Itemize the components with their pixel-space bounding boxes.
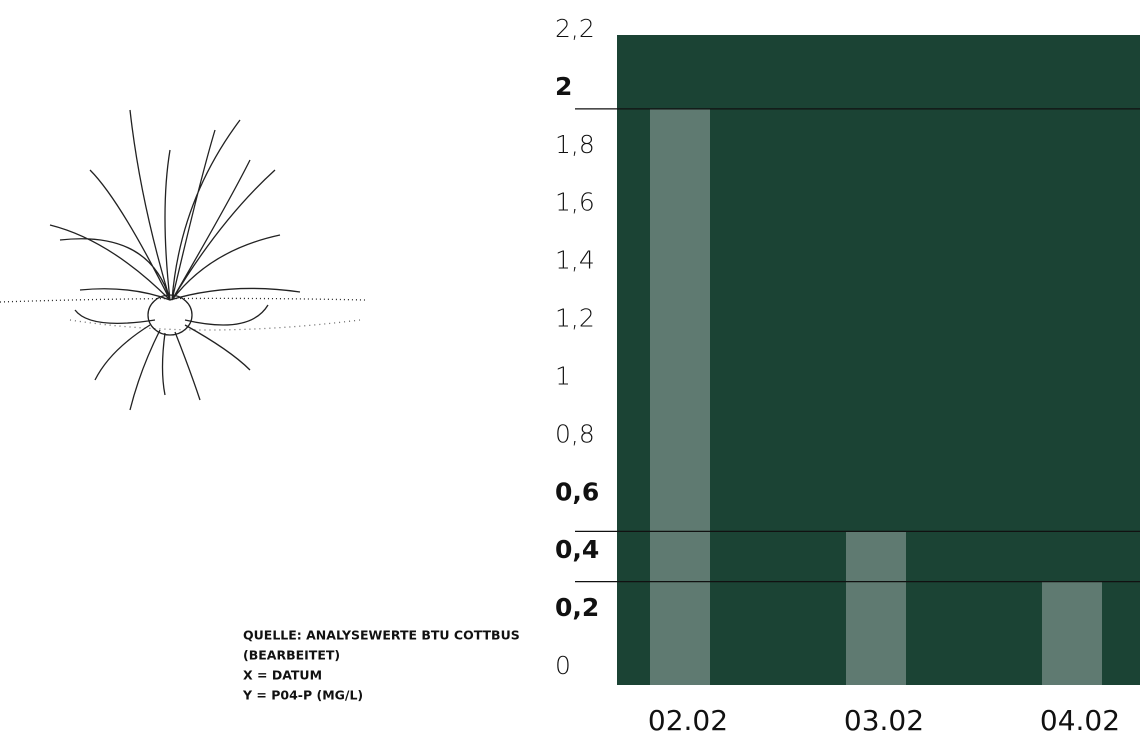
y-tick-label: 1	[555, 361, 571, 390]
y-tick-label: 0	[555, 651, 571, 680]
note-line: QUELLE: ANALYSEWERTE BTU COTTBUS	[243, 628, 520, 643]
x-tick-label: 02.02	[648, 704, 728, 737]
y-tick-label: 1,6	[555, 188, 595, 217]
y-tick-label: 0,2	[555, 593, 599, 622]
y-tick-label: 1,4	[555, 246, 595, 275]
x-tick-label: 04.02	[1040, 704, 1120, 737]
y-tick-label: 0,4	[555, 535, 599, 564]
y-tick-label: 1,2	[555, 304, 595, 333]
bar	[1042, 581, 1102, 685]
y-tick-label: 1,8	[555, 130, 595, 159]
x-tick-label: 03.02	[844, 704, 924, 737]
note-line: Y = P04-P (MG/L)	[242, 688, 363, 703]
note-line: (BEARBEITET)	[243, 648, 340, 663]
source-note: QUELLE: ANALYSEWERTE BTU COTTBUS (BEARBEI…	[242, 628, 520, 703]
note-line: X = DATUM	[243, 668, 322, 683]
bar	[650, 108, 710, 685]
y-tick-label: 2	[555, 72, 572, 101]
y-tick-label: 2,2	[555, 14, 595, 43]
y-tick-label: 0,8	[555, 419, 595, 448]
y-tick-label: 0,6	[555, 477, 599, 506]
bar	[846, 531, 906, 685]
plant-illustration	[0, 109, 366, 411]
